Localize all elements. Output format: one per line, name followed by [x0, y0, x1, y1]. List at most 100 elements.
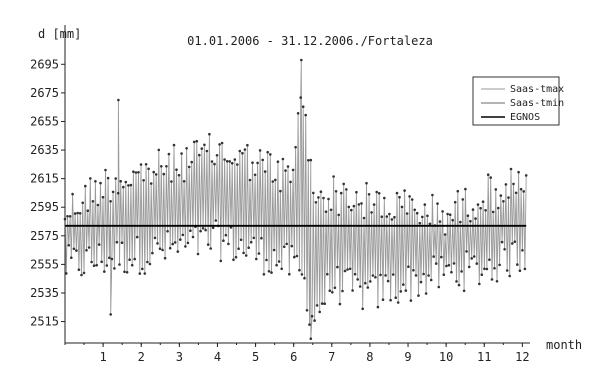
saas-point [405, 212, 409, 215]
saas-point [224, 233, 228, 237]
saas-point [322, 196, 325, 200]
saas-point [365, 181, 368, 185]
saas-point [113, 267, 116, 270]
saas-point [370, 211, 373, 214]
saas-point [343, 269, 347, 273]
saas-point [315, 304, 319, 307]
saas-point [380, 215, 384, 218]
saas-point [269, 153, 272, 156]
saas-point [267, 270, 271, 273]
saas-point [230, 161, 234, 165]
saas-point [134, 171, 138, 174]
saas-point [337, 213, 341, 217]
saas-point [455, 280, 458, 283]
saas-point [181, 233, 185, 237]
saas-point [190, 160, 193, 164]
saas-point [191, 235, 195, 239]
saas-point [462, 289, 466, 293]
saas-point [86, 209, 90, 212]
y-tick-label: 2675 [30, 86, 59, 100]
saas-point [284, 169, 287, 172]
saas-point [91, 200, 95, 203]
saas-point [453, 200, 457, 204]
y-tick-label: 2515 [30, 315, 59, 329]
saas-point [488, 258, 491, 262]
saas-point [171, 242, 174, 246]
saas-point [204, 228, 207, 232]
saas-point [165, 165, 168, 168]
saas-point [457, 283, 461, 287]
saas-point [375, 190, 379, 194]
saas-point [199, 229, 202, 233]
saas-point [503, 248, 506, 251]
saas-point [295, 254, 299, 258]
saas-point [125, 271, 129, 274]
saas-point [228, 160, 231, 163]
saas-point [293, 255, 296, 259]
x-tick-label: 7 [328, 350, 335, 364]
x-tick-label: 2 [138, 350, 145, 364]
saas-point [432, 255, 436, 258]
saas-point [475, 262, 479, 265]
saas-point [253, 173, 257, 177]
saas-point [73, 212, 77, 215]
saas-point [124, 180, 128, 184]
saas-point [494, 188, 498, 191]
saas-point [424, 292, 428, 295]
saas-point [331, 291, 334, 294]
saas-point [505, 269, 509, 272]
saas-point [403, 189, 406, 192]
saas-point [514, 191, 518, 195]
saas-point [522, 190, 525, 193]
saas-point [466, 214, 470, 217]
saas-point [440, 255, 443, 259]
saas-point [195, 139, 199, 143]
saas-point [509, 167, 513, 171]
saas-point [498, 263, 501, 267]
saas-point [177, 173, 181, 177]
saas-point [478, 282, 481, 286]
saas-point [471, 208, 475, 211]
saas-point [472, 255, 476, 258]
saas-point [486, 173, 490, 176]
saas-point [347, 205, 351, 209]
saas-point [209, 247, 212, 250]
saas-point [410, 198, 414, 201]
saas-point [229, 226, 233, 229]
saas-point [470, 257, 474, 260]
saas-point [421, 215, 424, 219]
saas-point [299, 96, 303, 99]
saas-point [108, 256, 111, 260]
saas-point [398, 195, 401, 199]
saas-point [303, 276, 306, 280]
saas-point [300, 273, 304, 276]
saas-point [448, 213, 452, 216]
saas-point [122, 185, 125, 189]
saas-point [307, 159, 310, 162]
saas-point [345, 188, 348, 191]
saas-point [474, 217, 477, 220]
saas-point [451, 218, 455, 222]
saas-point [469, 219, 472, 223]
saas-point [350, 208, 353, 212]
saas-point [395, 191, 399, 195]
saas-point [274, 178, 277, 182]
saas-point [351, 289, 354, 292]
legend-label: Saas-tmax [510, 84, 564, 95]
saas-point [309, 158, 313, 162]
saas-point [109, 313, 112, 316]
saas-point [116, 191, 120, 195]
saas-point [493, 267, 496, 270]
saas-point [142, 179, 145, 182]
y-axis-label: d [mm] [38, 27, 81, 41]
saas-point [114, 177, 117, 180]
saas-point [476, 203, 480, 206]
saas-point [118, 263, 121, 266]
y-tick-label: 2555 [30, 257, 59, 271]
saas-point [70, 256, 73, 260]
saas-point [450, 270, 453, 274]
saas-point [443, 233, 447, 236]
x-tick-label: 1 [99, 350, 106, 364]
y-tick-label: 2595 [30, 200, 59, 214]
saas-point [196, 252, 200, 256]
